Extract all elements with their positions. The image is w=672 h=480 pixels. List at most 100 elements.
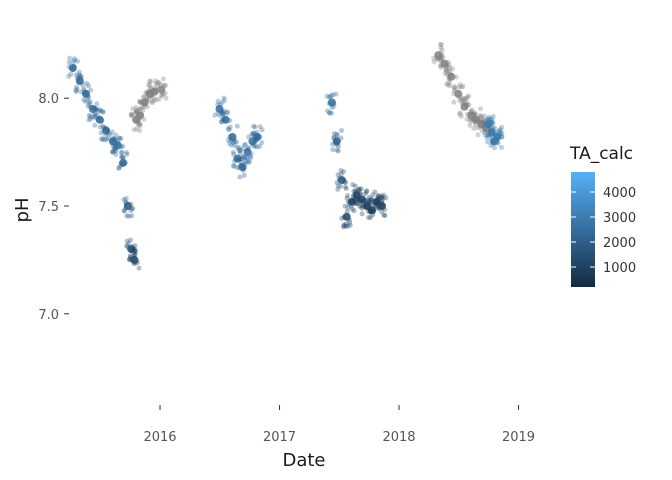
data-point-jitter xyxy=(162,90,168,96)
data-point-jitter xyxy=(160,82,166,88)
data-point-jitter xyxy=(78,76,84,82)
data-point-jitter xyxy=(154,88,160,94)
data-point-jitter xyxy=(129,111,135,117)
data-point-jitter xyxy=(364,198,370,204)
data-point-jitter xyxy=(482,113,488,119)
data-point xyxy=(484,120,493,129)
data-point-jitter xyxy=(103,133,108,139)
data-point-jitter xyxy=(434,55,440,61)
data-point-jitter xyxy=(134,107,140,113)
data-point-jitter xyxy=(94,101,100,107)
y-tick-label: 7.5 xyxy=(38,200,59,215)
data-point-jitter xyxy=(145,94,151,100)
data-point xyxy=(136,111,145,120)
data-point-jitter xyxy=(451,84,457,90)
data-point-jitter xyxy=(117,163,123,169)
data-point xyxy=(123,202,132,210)
data-point-jitter xyxy=(147,89,153,95)
data-point-jitter xyxy=(341,222,347,228)
data-point-jitter xyxy=(221,95,227,101)
data-point-jitter xyxy=(485,116,491,122)
data-point-jitter xyxy=(251,123,257,129)
data-point xyxy=(95,115,104,124)
data-point-jitter xyxy=(331,135,337,141)
data-point-jitter xyxy=(485,133,490,139)
data-point-jitter xyxy=(98,130,104,136)
data-point-jitter xyxy=(143,90,149,96)
data-point-jitter xyxy=(137,128,143,134)
data-point-jitter xyxy=(335,148,341,154)
data-point-jitter xyxy=(87,101,93,107)
data-point-jitter xyxy=(158,92,164,98)
data-point-jitter xyxy=(482,129,488,135)
data-point-jitter xyxy=(116,165,122,171)
data-point-jitter xyxy=(482,123,488,129)
data-point-jitter xyxy=(227,140,232,146)
data-point-jitter xyxy=(382,207,388,213)
data-point-jitter xyxy=(87,113,93,119)
data-point-jitter xyxy=(447,67,453,73)
data-point-jitter xyxy=(349,206,355,212)
data-point-jitter xyxy=(116,140,122,146)
data-point-jitter xyxy=(329,110,335,116)
data-point-jitter xyxy=(446,64,452,70)
data-point-jitter xyxy=(81,85,87,91)
data-point xyxy=(228,133,237,141)
data-point-jitter xyxy=(133,118,139,123)
data-point-jitter xyxy=(343,180,348,185)
data-point-jitter xyxy=(383,195,389,201)
data-point-jitter xyxy=(163,82,169,88)
data-point-jitter xyxy=(327,110,333,116)
data-point-jitter xyxy=(456,84,462,90)
data-point-jitter xyxy=(257,144,263,149)
data-point-jitter xyxy=(486,114,492,120)
data-point-jitter xyxy=(250,141,256,147)
data-point-jitter xyxy=(438,50,444,56)
data-point-jitter xyxy=(154,97,160,103)
data-point-jitter xyxy=(131,249,137,255)
data-point-jitter xyxy=(131,261,137,267)
data-point-jitter xyxy=(360,200,366,206)
data-point-jitter xyxy=(444,63,450,69)
data-point-jitter xyxy=(124,213,130,219)
data-point xyxy=(82,89,90,98)
data-point-jitter xyxy=(129,248,135,254)
data-point-jitter xyxy=(499,130,505,136)
data-point-jitter xyxy=(112,148,118,154)
data-point-jitter xyxy=(371,207,377,212)
data-point-jitter xyxy=(237,151,243,157)
data-point-jitter xyxy=(485,132,491,138)
data-point-jitter xyxy=(123,200,129,206)
data-point-jitter xyxy=(445,82,451,88)
data-point-jitter xyxy=(110,149,116,155)
data-point-jitter xyxy=(447,80,452,86)
data-point-jitter xyxy=(460,96,466,102)
data-point-jitter xyxy=(336,176,342,181)
data-point-jitter xyxy=(490,126,496,132)
data-point-jitter xyxy=(241,155,247,161)
data-point-jitter xyxy=(489,121,495,127)
data-point-jitter xyxy=(137,100,143,105)
data-point-jitter xyxy=(359,211,365,217)
data-point-jitter xyxy=(112,146,118,152)
y-axis: 7.0 7.5 8.0 xyxy=(38,92,69,323)
data-point xyxy=(238,163,247,172)
data-point-jitter xyxy=(379,203,385,209)
data-point-jitter xyxy=(378,195,384,201)
data-point-jitter xyxy=(72,56,77,62)
data-point-jitter xyxy=(381,192,387,198)
data-point-jitter xyxy=(467,117,473,123)
data-point-jitter xyxy=(86,117,92,123)
data-point-jitter xyxy=(355,196,361,202)
data-point-jitter xyxy=(350,182,356,188)
data-point-jitter xyxy=(248,151,254,157)
data-point-jitter xyxy=(131,127,137,133)
data-point-jitter xyxy=(124,243,130,249)
data-point-jitter xyxy=(381,212,387,218)
data-point-jitter xyxy=(345,193,351,199)
data-point-jitter xyxy=(330,147,336,153)
data-point-jitter xyxy=(364,188,370,194)
data-point-jitter xyxy=(220,112,226,117)
data-point-jitter xyxy=(462,99,467,105)
data-point-jitter xyxy=(100,109,106,115)
